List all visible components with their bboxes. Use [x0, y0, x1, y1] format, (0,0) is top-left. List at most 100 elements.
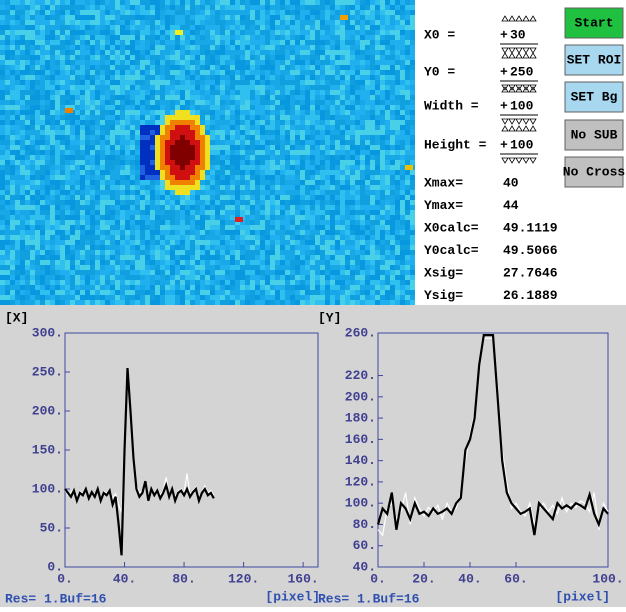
heatmap-cell [180, 230, 185, 235]
heatmap-cell [270, 90, 275, 95]
heatmap-cell [375, 220, 380, 225]
heatmap-cell [270, 185, 275, 190]
heatmap-cell [340, 285, 345, 290]
heatmap-cell [105, 200, 110, 205]
heatmap-cell [395, 90, 400, 95]
heatmap-cell [200, 155, 205, 160]
heatmap-cell [230, 200, 235, 205]
heatmap-cell [210, 165, 215, 170]
heatmap-cell [270, 55, 275, 60]
heatmap-cell [70, 215, 75, 220]
heatmap-cell [235, 35, 240, 40]
heatmap-cell [385, 75, 390, 80]
heatmap-cell [235, 165, 240, 170]
heatmap-cell [115, 235, 120, 240]
heatmap-cell [215, 95, 220, 100]
heatmap-cell [200, 25, 205, 30]
heatmap-cell [60, 65, 65, 70]
heatmap-cell [340, 165, 345, 170]
heatmap-cell [350, 110, 355, 115]
heatmap-cell [210, 210, 215, 215]
heatmap-cell [60, 80, 65, 85]
heatmap-cell [130, 110, 135, 115]
heatmap-cell [30, 120, 35, 125]
heatmap-cell [125, 65, 130, 70]
heatmap-cell [165, 255, 170, 260]
heatmap-cell [190, 155, 195, 160]
heatmap-cell [115, 25, 120, 30]
heatmap-cell [235, 30, 240, 35]
heatmap-cell [210, 70, 215, 75]
heatmap-cell [230, 60, 235, 65]
heatmap-cell [285, 260, 290, 265]
heatmap-cell [30, 275, 35, 280]
heatmap-cell [5, 275, 10, 280]
heatmap-cell [275, 85, 280, 90]
heatmap-cell [335, 175, 340, 180]
heatmap-cell [370, 225, 375, 230]
heatmap-cell [165, 140, 170, 145]
heatmap-cell [70, 230, 75, 235]
heatmap-cell [275, 260, 280, 265]
heatmap-cell [285, 75, 290, 80]
heatmap-cell [65, 245, 70, 250]
heatmap-cell [130, 15, 135, 20]
heatmap-cell [150, 80, 155, 85]
heatmap-cell [110, 70, 115, 75]
heatmap-cell [210, 200, 215, 205]
heatmap-cell [315, 235, 320, 240]
heatmap-cell [280, 145, 285, 150]
heatmap-cell [370, 50, 375, 55]
heatmap-cell [95, 0, 100, 5]
heatmap-cell [280, 50, 285, 55]
heatmap-cell [65, 65, 70, 70]
heatmap-cell [405, 110, 410, 115]
heatmap-cell [355, 160, 360, 165]
heatmap-cell [40, 40, 45, 45]
heatmap-cell [270, 175, 275, 180]
heatmap-cell [10, 135, 15, 140]
heatmap-cell [350, 35, 355, 40]
heatmap-cell [25, 245, 30, 250]
heatmap-cell [205, 155, 210, 160]
heatmap-cell [255, 140, 260, 145]
heatmap-cell [225, 135, 230, 140]
heatmap-cell [25, 145, 30, 150]
heatmap-cell [85, 130, 90, 135]
heatmap-cell [135, 100, 140, 105]
heatmap-cell [85, 20, 90, 25]
heatmap-cell [395, 235, 400, 240]
heatmap-cell [365, 175, 370, 180]
heatmap-cell [200, 230, 205, 235]
heatmap-cell [325, 60, 330, 65]
heatmap-cell [360, 210, 365, 215]
heatmap-cell [330, 85, 335, 90]
heatmap-cell [85, 90, 90, 95]
heatmap-cell [70, 200, 75, 205]
heatmap-cell [255, 185, 260, 190]
heatmap-cell [360, 150, 365, 155]
heatmap-cell [45, 100, 50, 105]
heatmap-cell [190, 115, 195, 120]
heatmap-cell [395, 265, 400, 270]
heatmap-cell [135, 255, 140, 260]
heatmap-cell [165, 290, 170, 295]
heatmap-cell [235, 130, 240, 135]
heatmap-cell [215, 180, 220, 185]
heatmap-cell [345, 295, 350, 300]
heatmap-cell [30, 260, 35, 265]
heatmap-cell [40, 80, 45, 85]
heatmap-cell [180, 125, 185, 130]
heatmap-cell [310, 110, 315, 115]
heatmap-cell [120, 100, 125, 105]
heatmap-cell [250, 230, 255, 235]
heatmap-cell [120, 40, 125, 45]
heatmap-cell [85, 60, 90, 65]
heatmap-cell [245, 45, 250, 50]
heatmap-cell [135, 260, 140, 265]
heatmap-cell [55, 245, 60, 250]
heatmap-cell [215, 285, 220, 290]
heatmap-cell [410, 65, 415, 70]
heatmap-cell [285, 215, 290, 220]
heatmap-cell [295, 190, 300, 195]
